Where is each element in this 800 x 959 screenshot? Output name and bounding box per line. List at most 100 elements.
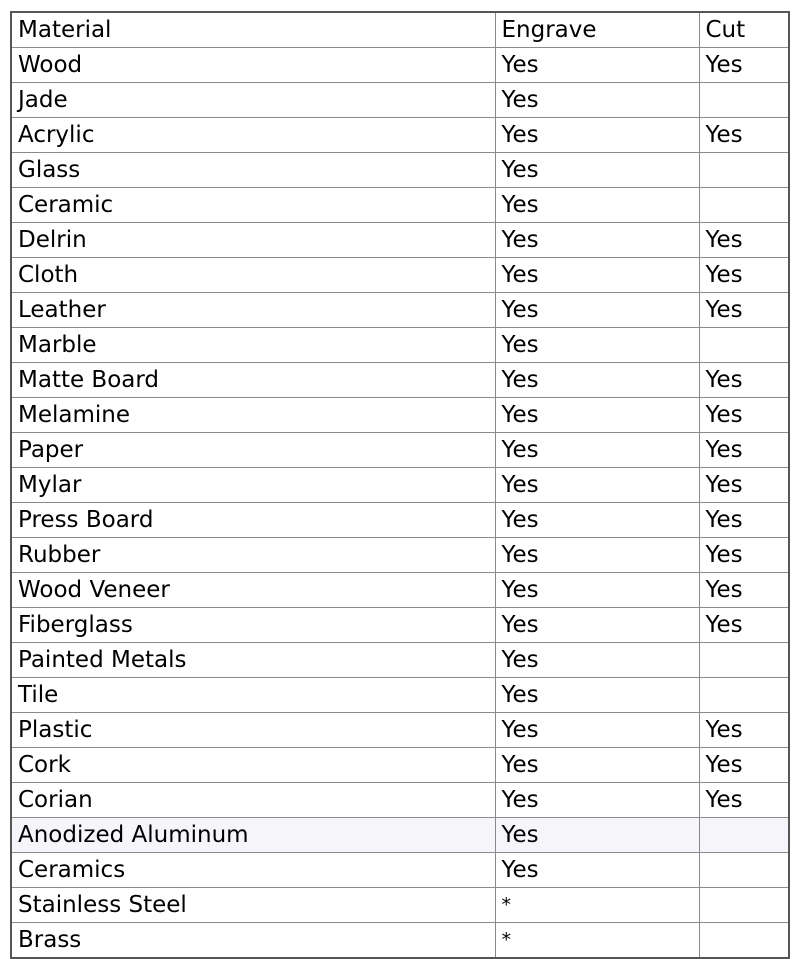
cell-cut	[698, 642, 790, 678]
table-row: Wood Yes Yes	[10, 47, 790, 83]
cell-cut	[698, 677, 790, 713]
table-row: Anodized Aluminum Yes	[10, 817, 790, 853]
cell-material: Glass	[10, 152, 496, 188]
cell-material: Cork	[10, 747, 496, 783]
table-row: Matte Board Yes Yes	[10, 362, 790, 398]
table-row: Melamine Yes Yes	[10, 397, 790, 433]
cell-cut: Yes	[698, 502, 790, 538]
table-row: Cork Yes Yes	[10, 747, 790, 783]
cell-cut: Yes	[698, 397, 790, 433]
cell-material: Tile	[10, 677, 496, 713]
cell-material: Ceramics	[10, 852, 496, 888]
cell-engrave: Yes	[494, 572, 700, 608]
cell-material: Marble	[10, 327, 496, 363]
cell-engrave: Yes	[494, 747, 700, 783]
cell-engrave: Yes	[494, 327, 700, 363]
cell-cut: Yes	[698, 47, 790, 83]
cell-engrave: *	[494, 887, 700, 923]
cell-cut: Yes	[698, 712, 790, 748]
table-row: Stainless Steel *	[10, 887, 790, 923]
cell-engrave: Yes	[494, 362, 700, 398]
cell-engrave: Yes	[494, 782, 700, 818]
cell-cut	[698, 187, 790, 223]
table-row: Tile Yes	[10, 677, 790, 713]
table-row: Fiberglass Yes Yes	[10, 607, 790, 643]
cell-engrave: Yes	[494, 432, 700, 468]
cell-engrave: Yes	[494, 47, 700, 83]
cell-engrave: Yes	[494, 502, 700, 538]
cell-engrave: Yes	[494, 397, 700, 433]
cell-engrave: Yes	[494, 257, 700, 293]
cell-cut: Yes	[698, 607, 790, 643]
cell-cut	[698, 922, 790, 959]
laser-material-compatibility-table: Material Engrave Cut Wood Yes Yes Jade Yes Ac…	[10, 11, 790, 959]
table-row: Brass *	[10, 922, 790, 959]
table-row: Cloth Yes Yes	[10, 257, 790, 293]
table-row: Leather Yes Yes	[10, 292, 790, 328]
cell-engrave: Yes	[494, 152, 700, 188]
cell-material: Stainless Steel	[10, 887, 496, 923]
table-header-row: Material Engrave Cut	[10, 11, 790, 48]
cell-material: Acrylic	[10, 117, 496, 153]
cell-material: Fiberglass	[10, 607, 496, 643]
table-row: Painted Metals Yes	[10, 642, 790, 678]
cell-engrave: Yes	[494, 117, 700, 153]
table-row: Acrylic Yes Yes	[10, 117, 790, 153]
cell-engrave: Yes	[494, 222, 700, 258]
cell-material: Anodized Aluminum	[10, 817, 496, 853]
cell-material: Wood Veneer	[10, 572, 496, 608]
cell-material: Melamine	[10, 397, 496, 433]
cell-engrave: Yes	[494, 537, 700, 573]
table-row: Paper Yes Yes	[10, 432, 790, 468]
cell-cut	[698, 817, 790, 853]
cell-material: Plastic	[10, 712, 496, 748]
cell-material: Cloth	[10, 257, 496, 293]
cell-cut: Yes	[698, 117, 790, 153]
cell-material: Ceramic	[10, 187, 496, 223]
cell-material: Rubber	[10, 537, 496, 573]
column-header-cut: Cut	[698, 11, 790, 48]
table-header: Material Engrave Cut	[10, 11, 790, 48]
cell-cut: Yes	[698, 747, 790, 783]
table-row: Wood Veneer Yes Yes	[10, 572, 790, 608]
cell-cut: Yes	[698, 537, 790, 573]
cell-cut: Yes	[698, 222, 790, 258]
cell-cut: Yes	[698, 362, 790, 398]
cell-engrave: Yes	[494, 817, 700, 853]
cell-material: Mylar	[10, 467, 496, 503]
table-row: Jade Yes	[10, 82, 790, 118]
cell-engrave: Yes	[494, 187, 700, 223]
cell-engrave: Yes	[494, 292, 700, 328]
cell-cut: Yes	[698, 572, 790, 608]
table-row: Mylar Yes Yes	[10, 467, 790, 503]
cell-material: Matte Board	[10, 362, 496, 398]
cell-engrave: Yes	[494, 82, 700, 118]
cell-cut	[698, 152, 790, 188]
cell-material: Brass	[10, 922, 496, 959]
cell-cut	[698, 82, 790, 118]
table-body: Wood Yes Yes Jade Yes Acrylic Yes Yes Glass Yes Ce…	[10, 47, 790, 959]
cell-cut	[698, 327, 790, 363]
cell-material: Wood	[10, 47, 496, 83]
cell-cut: Yes	[698, 432, 790, 468]
cell-material: Corian	[10, 782, 496, 818]
cell-cut: Yes	[698, 467, 790, 503]
cell-engrave: Yes	[494, 467, 700, 503]
table-row: Marble Yes	[10, 327, 790, 363]
cell-engrave: *	[494, 922, 700, 959]
table-row: Ceramic Yes	[10, 187, 790, 223]
table-row: Delrin Yes Yes	[10, 222, 790, 258]
cell-engrave: Yes	[494, 852, 700, 888]
cell-engrave: Yes	[494, 642, 700, 678]
cell-engrave: Yes	[494, 607, 700, 643]
column-header-material: Material	[10, 11, 496, 48]
cell-engrave: Yes	[494, 677, 700, 713]
cell-cut: Yes	[698, 292, 790, 328]
table-row: Ceramics Yes	[10, 852, 790, 888]
cell-cut: Yes	[698, 782, 790, 818]
cell-material: Press Board	[10, 502, 496, 538]
cell-engrave: Yes	[494, 712, 700, 748]
cell-cut	[698, 852, 790, 888]
table-row: Rubber Yes Yes	[10, 537, 790, 573]
